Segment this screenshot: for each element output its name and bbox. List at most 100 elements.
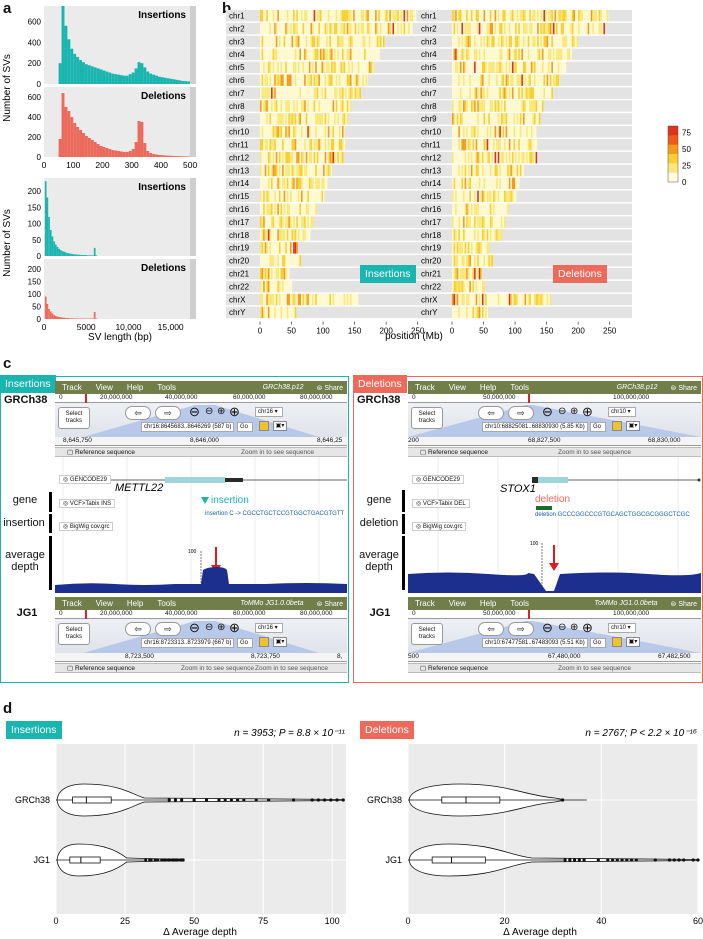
gene-track-label[interactable]: ◎ GENCODE29 [412, 475, 464, 484]
zoom-out-icon[interactable]: ⊖ [542, 404, 553, 419]
sv-track-label[interactable]: ◎ VCF>Tabix DEL [412, 499, 470, 508]
zoom-out-small-icon[interactable]: ⊖ [205, 622, 214, 633]
pan-right-button[interactable]: ⇨ [155, 622, 181, 636]
menu-help[interactable]: Help [479, 599, 497, 608]
camera-icon[interactable]: ▣▾ [273, 637, 287, 647]
location-input[interactable]: chr10:67477581..67483093 (5.51 Kb) [482, 638, 588, 648]
zoom-out-small-icon[interactable]: ⊖ [558, 406, 567, 417]
share-link[interactable]: ⊜ Share [316, 600, 344, 608]
outlier-point [242, 798, 246, 802]
gene-track-label[interactable]: ◎ GENCODE29 [59, 475, 111, 484]
menu-tools[interactable]: Tools [157, 599, 177, 608]
location-input[interactable]: chr10:68825081..68830930 (5.85 Kb) [482, 422, 588, 432]
zoom-in-small-icon[interactable]: ⊕ [217, 406, 226, 417]
share-link[interactable]: ⊜ Share [670, 384, 698, 392]
menu-help[interactable]: Help [126, 383, 144, 392]
heat-cell [296, 216, 298, 228]
chromosome-body [260, 190, 325, 202]
histogram-bar [143, 67, 147, 84]
chromosome-select[interactable]: chr16 ▾ [255, 623, 283, 633]
select-tracks-button[interactable]: Select tracks [411, 623, 443, 645]
menu-track[interactable]: Track [415, 599, 435, 608]
zoom-in-icon[interactable]: ⊕ [229, 404, 240, 419]
select-tracks-button[interactable]: Select tracks [58, 407, 90, 429]
camera-icon[interactable]: ▣▾ [626, 421, 640, 431]
chromosome-select[interactable]: chr16 ▾ [255, 407, 283, 417]
zoom-in-icon[interactable]: ⊕ [582, 620, 593, 635]
camera-icon[interactable]: ▣▾ [626, 637, 640, 647]
x-tick-label: 400 [154, 160, 168, 170]
heat-cell [316, 177, 319, 190]
heat-cell [354, 22, 357, 35]
pan-left-button[interactable]: ⇦ [125, 622, 151, 636]
go-button[interactable]: Go [237, 638, 253, 648]
menu-view[interactable]: View [95, 599, 113, 608]
location-input[interactable]: chr16:8723313..8723979 (667 b) [141, 638, 234, 648]
highlight-icon[interactable] [612, 637, 622, 647]
pan-left-button[interactable]: ⇦ [478, 406, 504, 420]
chromosome-select[interactable]: chr10 ▾ [608, 623, 636, 633]
heat-cell [469, 255, 471, 267]
heat-cell [323, 177, 325, 190]
zoom-in-small-icon[interactable]: ⊕ [570, 622, 579, 633]
pan-left-button[interactable]: ⇦ [125, 406, 151, 420]
heat-cell [319, 10, 322, 22]
heat-cell [458, 10, 460, 22]
heat-cell [461, 280, 464, 293]
pan-right-button[interactable]: ⇨ [508, 622, 534, 636]
heat-cell [573, 35, 575, 48]
heat-cell [548, 48, 550, 61]
go-button[interactable]: Go [590, 422, 606, 432]
depth-track-label[interactable]: ◎ BigWig cov.grc [59, 522, 114, 531]
menu-view[interactable]: View [448, 383, 466, 392]
heat-cell [376, 35, 379, 48]
pan-right-button[interactable]: ⇨ [508, 406, 534, 420]
zoom-out-small-icon[interactable]: ⊖ [558, 622, 567, 633]
go-button[interactable]: Go [237, 422, 253, 432]
heat-cell [532, 35, 534, 48]
select-tracks-button[interactable]: Select tracks [411, 407, 443, 429]
menu-tools[interactable]: Tools [157, 383, 177, 392]
share-link[interactable]: ⊜ Share [316, 384, 344, 392]
select-tracks-button[interactable]: Select tracks [58, 623, 90, 645]
zoom-out-small-icon[interactable]: ⊖ [205, 406, 214, 417]
menu-help[interactable]: Help [126, 599, 144, 608]
location-input[interactable]: chr16:8645683..8646269 (587 b) [141, 422, 234, 432]
menu-view[interactable]: View [95, 383, 113, 392]
pan-right-button[interactable]: ⇨ [155, 406, 181, 420]
heat-cell [280, 126, 283, 138]
menu-view[interactable]: View [448, 599, 466, 608]
zoom-in-small-icon[interactable]: ⊕ [570, 406, 579, 417]
zoom-out-icon[interactable]: ⊖ [189, 404, 200, 419]
camera-icon[interactable]: ▣▾ [273, 421, 287, 431]
chromosome-select[interactable]: chr10 ▾ [608, 407, 636, 417]
menu-tools[interactable]: Tools [510, 599, 530, 608]
depth-track-label[interactable]: ◎ BigWig cov.grc [412, 522, 467, 531]
menu-track[interactable]: Track [62, 383, 82, 392]
insertion-marker-label: insertion [211, 495, 249, 506]
highlight-icon[interactable] [259, 637, 269, 647]
zoom-in-icon[interactable]: ⊕ [582, 404, 593, 419]
heat-cell [452, 113, 454, 125]
highlight-icon[interactable] [259, 421, 269, 431]
menu-help[interactable]: Help [479, 383, 497, 392]
menu-track[interactable]: Track [415, 383, 435, 392]
heat-cell [291, 177, 294, 190]
go-button[interactable]: Go [590, 638, 606, 648]
zoom-in-icon[interactable]: ⊕ [229, 620, 240, 635]
histogram-bar [51, 236, 54, 256]
heat-cell [497, 113, 500, 125]
heat-cell [452, 293, 454, 306]
highlight-icon[interactable] [612, 421, 622, 431]
share-link[interactable]: ⊜ Share [670, 600, 698, 608]
heat-cell [600, 10, 602, 22]
menu-tools[interactable]: Tools [510, 383, 530, 392]
zoom-out-icon[interactable]: ⊖ [189, 620, 200, 635]
menu-track[interactable]: Track [62, 599, 82, 608]
heat-cell [538, 113, 541, 125]
sv-track-label[interactable]: ◎ VCF>Tabix INS [59, 499, 116, 508]
heat-cell [349, 100, 352, 112]
zoom-in-small-icon[interactable]: ⊕ [217, 622, 226, 633]
zoom-out-icon[interactable]: ⊖ [542, 620, 553, 635]
pan-left-button[interactable]: ⇦ [478, 622, 504, 636]
